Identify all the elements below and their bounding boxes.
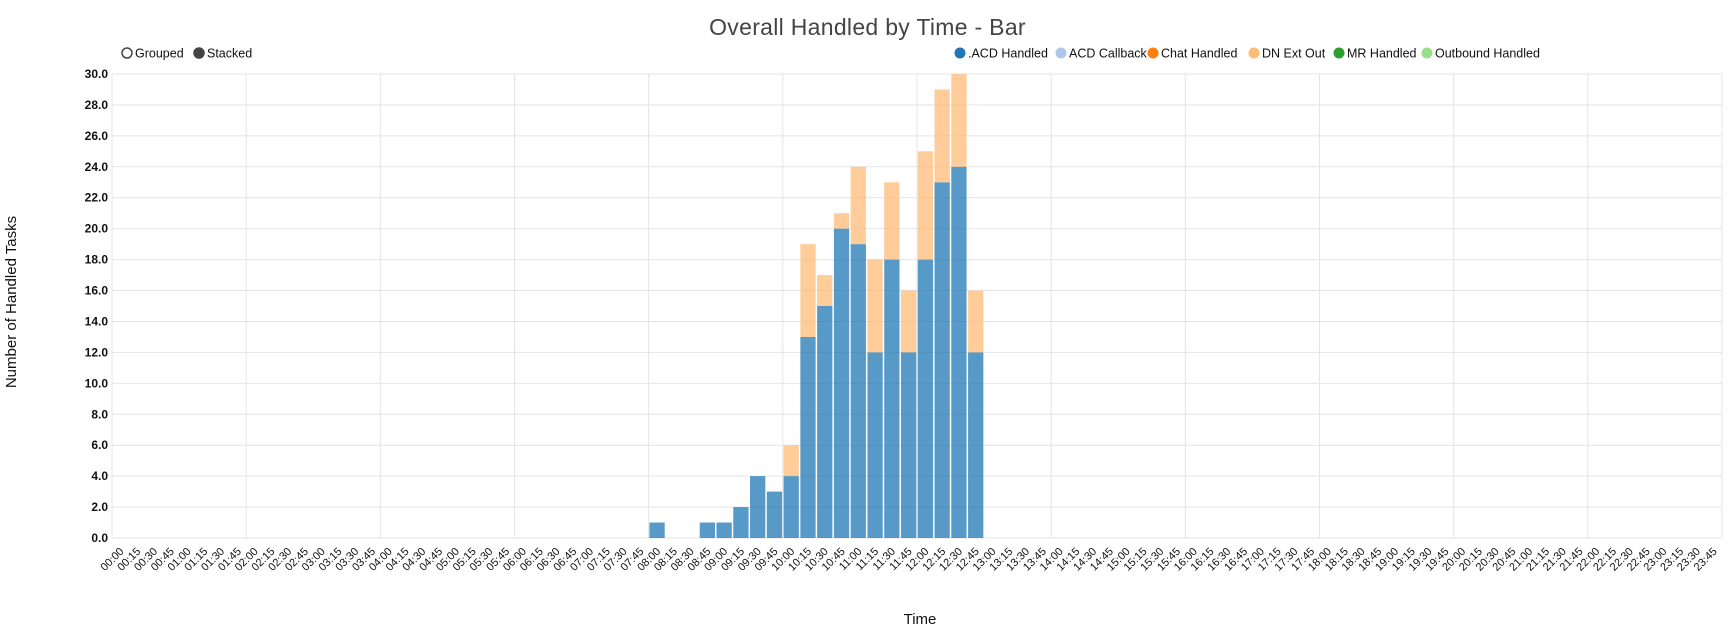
bar-segment[interactable]: [733, 507, 749, 538]
y-tick-label: 2.0: [91, 500, 108, 514]
bar-segment[interactable]: [800, 336, 816, 538]
legend-label: Chat Handled: [1161, 47, 1237, 61]
bar-segment[interactable]: [968, 352, 984, 538]
y-tick-label: 6.0: [91, 438, 108, 452]
bar-segment[interactable]: [951, 166, 967, 539]
legend-label: DN Ext Out: [1262, 47, 1326, 61]
legend-item[interactable]: Outbound Handled: [1421, 47, 1540, 61]
y-tick-label: 10.0: [85, 376, 109, 390]
bar-segment[interactable]: [934, 182, 950, 538]
mode-option-label: Grouped: [135, 47, 184, 61]
chart-title: Overall Handled by Time - Bar: [709, 14, 1026, 40]
bar-segment[interactable]: [867, 352, 883, 538]
bar-segment[interactable]: [884, 259, 900, 538]
x-axis-label: Time: [904, 611, 937, 625]
bar-segment[interactable]: [968, 290, 984, 353]
bar-segment[interactable]: [900, 352, 917, 538]
bar-segment[interactable]: [766, 491, 783, 538]
legend-item[interactable]: .ACD Handled: [954, 47, 1048, 61]
legend-label: .ACD Handled: [968, 47, 1048, 61]
bar-segment[interactable]: [867, 259, 883, 353]
radio-icon: [193, 47, 205, 59]
legend-label: MR Handled: [1347, 47, 1417, 61]
bar-segment[interactable]: [850, 244, 866, 538]
bar-segment[interactable]: [850, 166, 866, 245]
bar-segment[interactable]: [817, 306, 833, 538]
y-tick-label: 26.0: [85, 129, 109, 143]
legend-item[interactable]: DN Ext Out: [1248, 47, 1326, 61]
bar-segment[interactable]: [900, 290, 917, 353]
mode-controls: Grouped Stacked: [121, 47, 252, 61]
mode-option-stacked[interactable]: Stacked: [193, 47, 252, 61]
legend-swatch: [954, 47, 966, 59]
y-tick-label: 30.0: [85, 67, 109, 81]
bar-segment[interactable]: [917, 151, 934, 260]
y-tick-label: 14.0: [85, 314, 109, 328]
legend: .ACD Handled ACD Callback Chat Handled DN E…: [954, 47, 1540, 61]
bar-segment[interactable]: [934, 89, 950, 183]
bars: [649, 74, 984, 539]
bar-segment[interactable]: [833, 228, 850, 538]
bar-segment[interactable]: [800, 244, 816, 337]
y-tick-label: 24.0: [85, 160, 109, 174]
bar-segment[interactable]: [699, 522, 715, 538]
y-tick-label: 22.0: [85, 191, 109, 205]
y-axis: 0.0 2.0 4.0 6.0 8.0 10.0 12.0 14.0 16.0 18.0 20.0 2…: [85, 67, 109, 545]
mode-option-label: Stacked: [207, 47, 252, 61]
bar-segment[interactable]: [884, 182, 900, 260]
bar-segment[interactable]: [817, 275, 833, 306]
bar-segment[interactable]: [750, 476, 766, 538]
legend-label: Outbound Handled: [1435, 47, 1540, 61]
radio-icon: [121, 47, 133, 59]
y-tick-label: 12.0: [85, 345, 109, 359]
y-tick-label: 18.0: [85, 253, 109, 267]
mode-option-grouped[interactable]: Grouped: [121, 47, 184, 61]
y-tick-label: 4.0: [91, 469, 108, 483]
bar-segment[interactable]: [951, 74, 967, 167]
bar-segment[interactable]: [783, 476, 799, 538]
y-tick-label: 28.0: [85, 98, 109, 112]
legend-item[interactable]: ACD Callback: [1055, 47, 1148, 61]
legend-swatch: [1055, 47, 1067, 59]
legend-swatch: [1147, 47, 1159, 59]
bar-segment[interactable]: [833, 213, 850, 229]
bar-segment[interactable]: [716, 522, 732, 538]
grid: [111, 73, 1723, 539]
legend-item[interactable]: Chat Handled: [1147, 47, 1238, 61]
legend-swatch: [1421, 47, 1433, 59]
y-tick-label: 16.0: [85, 284, 109, 298]
y-axis-label: Number of Handled Tasks: [3, 216, 20, 388]
x-axis: 00:0000:1500:3000:4501:0001:1501:3001:45…: [99, 546, 1720, 574]
bar-segment[interactable]: [649, 522, 665, 538]
y-tick-label: 20.0: [85, 222, 109, 236]
y-tick-label: 0.0: [91, 531, 108, 545]
legend-label: ACD Callback: [1069, 47, 1148, 61]
y-tick-label: 8.0: [91, 407, 108, 421]
legend-swatch: [1333, 47, 1345, 59]
legend-item[interactable]: MR Handled: [1333, 47, 1417, 61]
legend-swatch: [1248, 47, 1260, 59]
bar-segment[interactable]: [783, 445, 799, 477]
bar-segment[interactable]: [917, 259, 934, 538]
